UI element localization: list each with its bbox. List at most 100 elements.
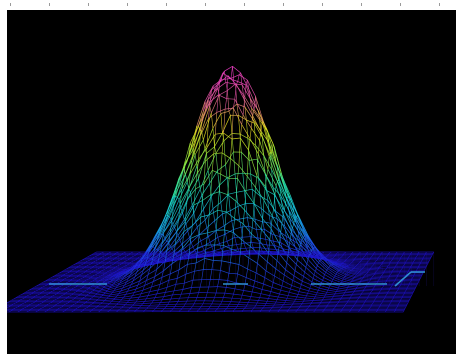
mesh-row-segment (231, 218, 240, 221)
mesh-column-segment (193, 188, 196, 206)
mesh-column-segment (146, 306, 149, 310)
mesh-column-segment (309, 284, 312, 289)
mesh-column-segment (249, 98, 252, 109)
mesh-column-segment (241, 114, 244, 125)
mesh-column-segment (244, 192, 247, 211)
mesh-row-segment (256, 175, 266, 187)
mesh-row-segment (86, 288, 95, 291)
mesh-column-segment (207, 214, 210, 233)
mesh-column-segment (234, 84, 237, 100)
mesh-column-segment (41, 296, 45, 298)
mesh-column-segment (185, 174, 188, 183)
mesh-column-segment (102, 300, 105, 303)
mesh-column-segment (406, 259, 408, 262)
mesh-column-segment (280, 173, 283, 178)
mesh-row-segment (233, 107, 243, 125)
mesh-column-segment (418, 264, 420, 267)
mesh-column-segment (354, 258, 356, 260)
mesh-column-segment (318, 287, 320, 291)
mesh-column-segment (301, 301, 304, 304)
mesh-column-segment (137, 296, 140, 300)
mesh-column-segment (376, 309, 379, 311)
mesh-row-segment (195, 208, 204, 223)
mesh-column-segment (410, 264, 412, 267)
mesh-column-segment (301, 226, 304, 232)
mesh-column-segment (301, 246, 304, 252)
mesh-column-segment (91, 253, 95, 255)
mesh-column-segment (110, 292, 113, 296)
mesh-row-segment (251, 188, 261, 197)
mesh-column-segment (237, 301, 240, 305)
mesh-row-segment (251, 128, 260, 141)
mesh-row-segment (275, 210, 284, 218)
mesh-column-segment (136, 264, 139, 266)
mesh-column-segment (385, 294, 387, 297)
mesh-column-segment (280, 195, 283, 208)
mesh-row-segment (307, 259, 317, 269)
mesh-column-segment (412, 292, 414, 294)
mesh-column-segment (277, 179, 279, 182)
mesh-row-segment (214, 132, 223, 147)
mesh-column-segment (177, 255, 180, 259)
mesh-column-segment (198, 287, 201, 293)
mesh-row-segment (259, 297, 269, 299)
mesh-column-segment (407, 301, 409, 304)
mesh-column-segment (356, 272, 359, 275)
mesh-column-segment (226, 75, 229, 99)
mesh-row-segment (324, 295, 334, 297)
mesh-column-segment (189, 308, 192, 311)
mesh-column-segment (28, 298, 32, 301)
mesh-column-segment (10, 309, 14, 311)
plot-viewport[interactable] (7, 10, 456, 354)
mesh-row-segment (230, 74, 240, 79)
mesh-row-segment (209, 170, 218, 184)
mesh-column-segment (26, 305, 29, 308)
mesh-column-segment (197, 251, 200, 254)
mesh-row-segment (310, 284, 320, 289)
mesh-column-segment (389, 262, 391, 264)
mesh-column-segment (177, 269, 180, 279)
mesh-column-segment (399, 270, 402, 272)
mesh-column-segment (31, 292, 34, 294)
mesh-column-segment (171, 255, 174, 264)
mesh-row-segment (154, 270, 164, 277)
mesh-column-segment (406, 304, 408, 306)
mesh-column-segment (324, 293, 327, 297)
mesh-column-segment (199, 121, 203, 137)
mesh-column-segment (151, 300, 154, 304)
mesh-column-segment (219, 243, 222, 249)
mesh-column-segment (71, 287, 74, 290)
mesh-row-segment (254, 218, 263, 223)
mesh-row-segment (303, 301, 313, 303)
mesh-column-segment (248, 138, 251, 151)
surface-plot[interactable] (7, 10, 456, 354)
mesh-row-segment (181, 293, 190, 295)
mesh-row-segment (361, 268, 370, 270)
mesh-column-segment (383, 298, 385, 301)
mesh-row-segment (325, 271, 335, 278)
mesh-column-segment (376, 310, 378, 313)
mesh-column-segment (380, 253, 382, 255)
mesh-column-segment (269, 228, 272, 240)
mesh-row-segment (335, 292, 344, 295)
mesh-column-segment (125, 302, 128, 305)
mesh-row-segment (102, 273, 111, 276)
mesh-column-segment (292, 254, 295, 256)
mesh-row-segment (275, 185, 285, 211)
mesh-column-segment (142, 262, 145, 265)
mesh-row-segment (182, 192, 191, 214)
mesh-row-segment (108, 295, 118, 298)
mesh-column-segment (102, 277, 105, 280)
mesh-row-segment (126, 276, 135, 283)
mesh-column-segment (221, 133, 224, 153)
mesh-column-segment (318, 255, 321, 257)
mesh-column-segment (410, 279, 412, 281)
mesh-column-segment (81, 267, 85, 270)
mesh-column-segment (335, 303, 338, 306)
mesh-column-segment (287, 200, 290, 210)
mesh-column-segment (243, 243, 246, 249)
mesh-column-segment (252, 109, 255, 116)
mesh-row-segment (142, 286, 152, 291)
mesh-row-segment (256, 228, 265, 231)
mesh-column-segment (286, 254, 288, 256)
